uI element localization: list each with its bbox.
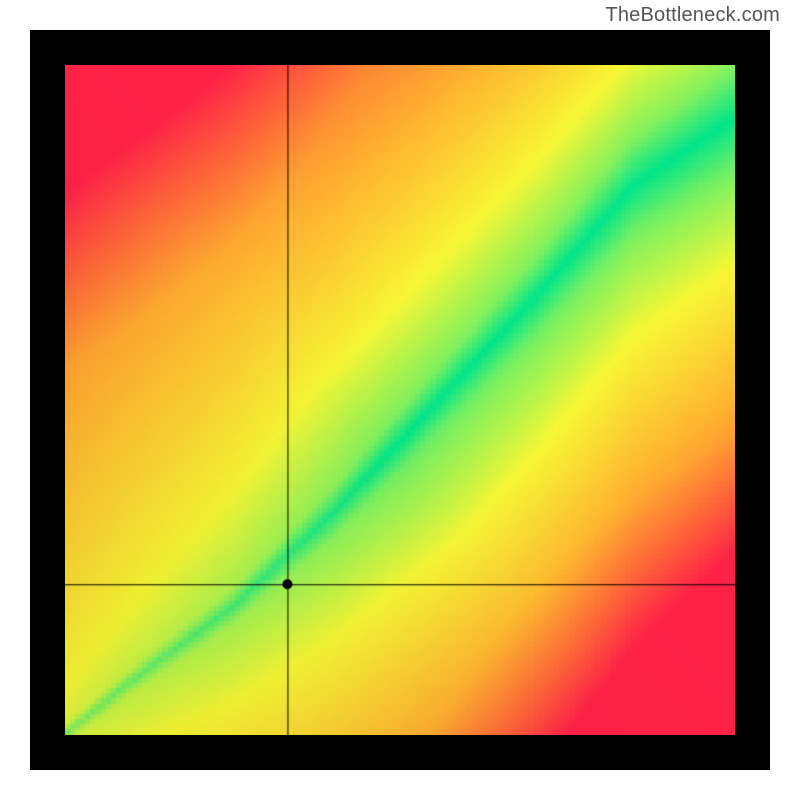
plot-frame — [30, 30, 770, 770]
bottleneck-heatmap — [65, 65, 735, 735]
attribution-label: TheBottleneck.com — [605, 4, 780, 27]
